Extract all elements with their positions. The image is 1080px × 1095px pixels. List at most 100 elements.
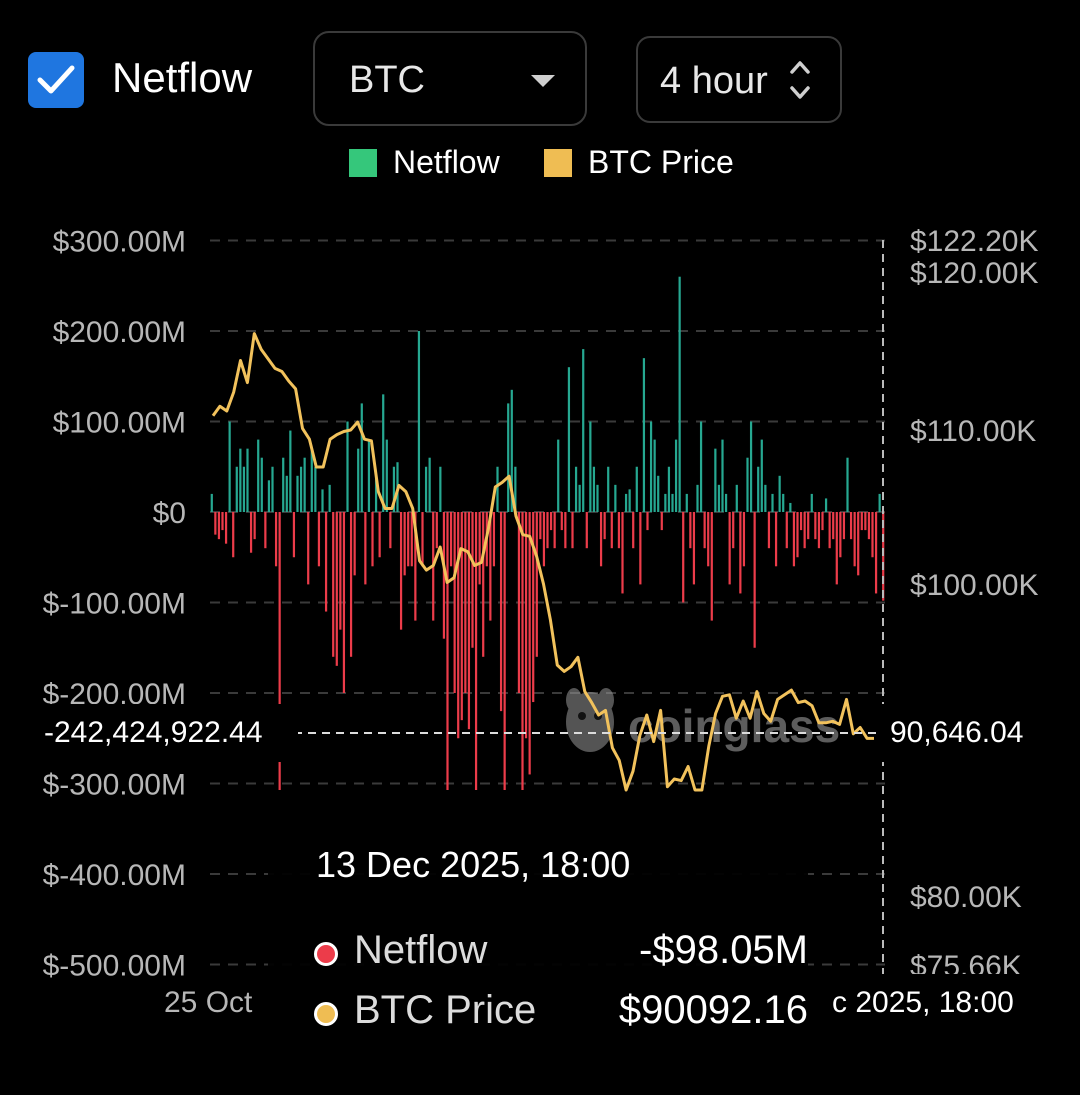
netflow-bar — [371, 512, 374, 567]
tooltip-title: 13 Dec 2025, 18:00 — [316, 844, 631, 885]
netflow-bar — [289, 430, 292, 512]
netflow-bar — [303, 457, 306, 512]
netflow-bar — [546, 512, 549, 549]
up-down-arrows-icon — [790, 61, 810, 99]
netflow-bar — [689, 512, 692, 549]
netflow-bar — [453, 512, 456, 693]
netflow-bar — [832, 512, 835, 540]
netflow-bar — [364, 512, 367, 585]
netflow-bar — [549, 512, 553, 531]
netflow-bar — [771, 493, 774, 512]
netflow-bar — [592, 466, 596, 512]
legend-item-netflow[interactable]: Netflow — [349, 144, 500, 181]
legend-item-btc-price[interactable]: BTC Price — [544, 144, 734, 181]
netflow-bar — [474, 512, 478, 790]
netflow-dot-icon — [314, 942, 338, 966]
netflow-bar — [710, 512, 713, 621]
netflow-bar — [707, 512, 710, 567]
netflow-checkbox[interactable] — [28, 52, 84, 108]
netflow-bar — [464, 512, 467, 693]
netflow-bar — [749, 421, 753, 512]
netflow-bar — [467, 512, 471, 730]
netflow-bar — [253, 512, 256, 540]
netflow-bar — [732, 512, 735, 549]
legend-swatch-netflow — [349, 148, 377, 177]
btc-price-dot-icon — [314, 1002, 338, 1026]
right-tick-label: $120.00K — [910, 257, 1038, 290]
netflow-bar — [328, 484, 331, 512]
netflow-bar — [346, 421, 349, 512]
tooltip-row-netflow: Netflow -$98.05M — [314, 928, 808, 978]
netflow-bar — [789, 502, 792, 512]
interval-select[interactable]: 4 hour — [636, 36, 842, 123]
netflow-bar — [724, 493, 728, 512]
netflow-bar — [603, 512, 606, 540]
netflow-bar — [842, 512, 846, 540]
tooltip-netflow-label: Netflow — [354, 928, 488, 972]
netflow-bar — [642, 358, 646, 512]
netflow-bar — [564, 512, 567, 549]
netflow-bar — [574, 466, 578, 512]
netflow-bar — [421, 512, 424, 567]
netflow-bar — [442, 512, 446, 639]
netflow-bar — [324, 512, 328, 612]
right-axis: $122.20K$120.00K$110.00K$100.00K$80.00K$… — [910, 225, 1038, 983]
netflow-bar — [617, 512, 621, 549]
netflow-bar — [849, 512, 853, 540]
netflow-bar — [235, 466, 238, 512]
netflow-bar — [639, 512, 642, 585]
netflow-bar — [674, 439, 678, 512]
netflow-bar — [339, 512, 342, 630]
netflow-bar — [360, 403, 363, 512]
netflow-bar — [349, 512, 353, 657]
netflow-bar — [446, 512, 449, 790]
netflow-bar — [296, 475, 299, 512]
netflow-bar — [649, 421, 653, 512]
netflow-bar — [560, 512, 563, 531]
netflow-bar — [514, 466, 517, 512]
netflow-bar — [728, 512, 731, 585]
netflow-bar — [410, 512, 413, 567]
netflow-bar — [807, 512, 810, 540]
netflow-bar — [332, 512, 335, 657]
netflow-bar — [785, 512, 788, 549]
netflow-bar — [857, 512, 860, 576]
netflow-bar — [835, 512, 838, 585]
netflow-bar — [557, 439, 560, 512]
netflow-bar — [632, 512, 635, 549]
netflow-bar — [499, 512, 503, 712]
netflow-bar — [460, 512, 463, 721]
netflow-bar — [746, 457, 749, 512]
chart-tooltip: 13 Dec 2025, 18:00 Netflow -$98.05M BTC … — [268, 820, 808, 1060]
netflow-bar — [399, 512, 403, 630]
netflow-bar — [610, 512, 613, 549]
coin-select[interactable]: BTC — [313, 31, 587, 126]
netflow-bar — [210, 493, 213, 512]
netflow-bar — [314, 466, 317, 512]
netflow-bar — [264, 512, 267, 549]
netflow-bars — [210, 276, 885, 790]
netflow-bar — [628, 489, 631, 512]
netflow-checkbox-label: Netflow — [112, 54, 253, 101]
chart-legend: Netflow BTC Price — [0, 140, 1080, 186]
netflow-bar — [671, 493, 674, 512]
netflow-bar — [282, 457, 285, 512]
netflow-bar — [599, 512, 603, 567]
netflow-bar — [535, 512, 538, 657]
netflow-bar — [489, 512, 492, 621]
netflow-bar — [682, 512, 685, 603]
netflow-bar — [882, 512, 885, 601]
netflow-bar — [653, 439, 656, 512]
netflow-bar — [267, 480, 271, 512]
netflow-bar — [846, 457, 849, 512]
netflow-bar — [357, 448, 360, 512]
left-tick-label: $-300.00M — [43, 769, 186, 802]
netflow-bar — [528, 512, 531, 775]
netflow-bar — [353, 512, 356, 576]
netflow-bar — [478, 512, 481, 585]
netflow-bar — [782, 493, 785, 512]
netflow-bar — [810, 493, 813, 512]
netflow-bar — [378, 512, 381, 558]
netflow-bar — [539, 512, 542, 540]
netflow-bar — [660, 512, 663, 531]
